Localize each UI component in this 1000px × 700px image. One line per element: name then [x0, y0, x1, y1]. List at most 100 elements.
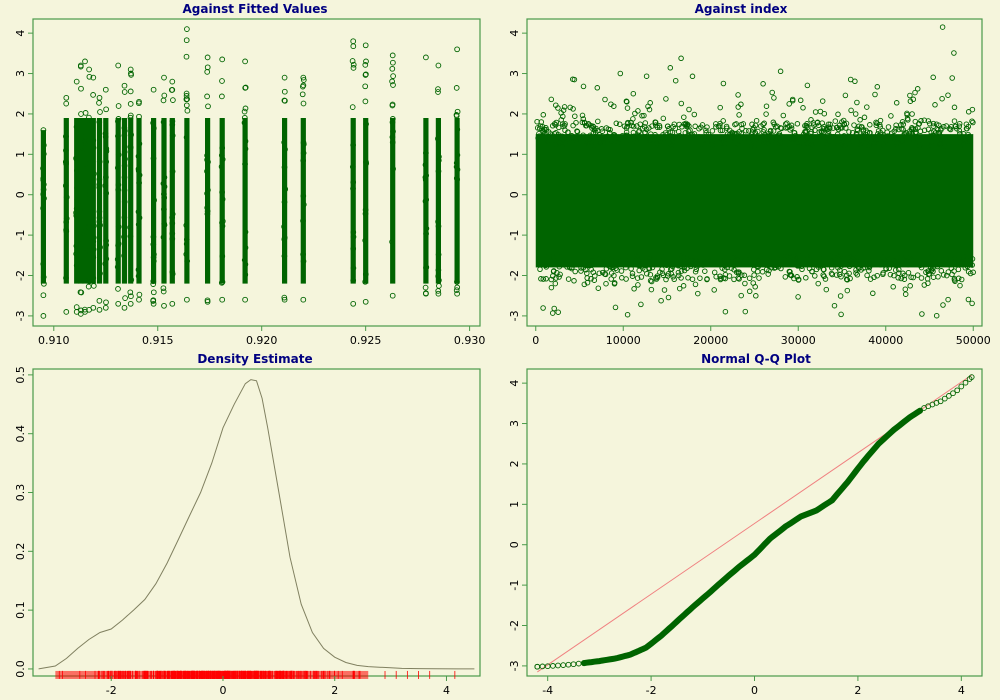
data-point [625, 257, 632, 263]
data-point [630, 90, 637, 97]
data-point [937, 133, 943, 139]
data-point [128, 70, 134, 77]
data-point [350, 277, 357, 284]
data-point [631, 286, 637, 292]
data-point [183, 37, 190, 44]
x-tick-label: 2 [331, 684, 338, 697]
data-point [639, 125, 646, 132]
data-point [647, 255, 654, 262]
data-point [681, 253, 687, 260]
data-point [90, 242, 96, 249]
data-point [653, 276, 660, 282]
data-point [127, 112, 134, 119]
point-column [86, 118, 92, 284]
data-point [127, 114, 134, 121]
data-point [837, 293, 844, 299]
data-point [643, 73, 650, 79]
data-point [628, 265, 634, 272]
data-point [63, 215, 70, 222]
data-point [689, 73, 696, 80]
data-point [634, 256, 641, 263]
data-point [893, 122, 899, 128]
data-point [914, 86, 921, 92]
data-point [169, 211, 176, 217]
index-x-axis: 0 10000 20000 30000 40000 50000 [532, 326, 991, 347]
data-point [102, 130, 109, 137]
data-point [803, 275, 809, 281]
data-point [930, 120, 937, 127]
data-point [389, 134, 396, 140]
data-point [678, 275, 684, 281]
data-point [880, 270, 886, 276]
data-point [960, 136, 967, 143]
data-point [557, 254, 564, 260]
data-point [940, 124, 947, 130]
data-point [580, 264, 587, 271]
data-point [752, 284, 758, 290]
data-point [150, 297, 157, 304]
data-point [772, 262, 779, 269]
data-point [899, 119, 906, 125]
data-point [350, 265, 357, 271]
data-point [900, 121, 907, 128]
data-point [545, 137, 551, 144]
data-point [300, 82, 307, 89]
data-point [611, 132, 618, 138]
data-point [646, 106, 653, 113]
data-point [554, 270, 560, 276]
index-panel: Against index 0 10000 20000 30000 40000 50000… [508, 2, 991, 347]
data-point [821, 273, 827, 280]
y-tick-label: 1 [508, 151, 521, 158]
qq-title: Normal Q-Q Plot [701, 352, 811, 366]
data-point [910, 136, 916, 142]
data-point [103, 237, 109, 244]
data-point [720, 118, 726, 124]
data-point [595, 285, 602, 291]
data-point [661, 287, 668, 293]
data-point [918, 275, 925, 281]
data-point [799, 266, 805, 273]
data-point [887, 271, 894, 278]
data-point [453, 164, 460, 170]
data-point [919, 311, 925, 317]
data-point [722, 271, 729, 278]
data-point [585, 139, 591, 146]
data-point [204, 190, 210, 197]
data-point [964, 253, 970, 259]
y-tick-label: 0.4 [14, 425, 27, 443]
data-point [660, 253, 666, 260]
data-point [667, 266, 674, 273]
data-point [300, 218, 306, 224]
x-tick-label: -2 [646, 684, 657, 697]
data-point [797, 97, 804, 104]
data-point [595, 118, 601, 125]
data-point [772, 264, 779, 271]
fitted-values-frame [32, 18, 481, 327]
data-point [115, 182, 122, 188]
data-point [844, 287, 851, 294]
data-point [219, 196, 226, 203]
data-point [63, 275, 69, 281]
data-point [861, 258, 868, 265]
data-point [709, 128, 716, 134]
data-point [612, 304, 619, 311]
data-point [877, 124, 883, 130]
data-point [218, 152, 225, 159]
data-point [859, 138, 866, 144]
data-point [127, 101, 134, 107]
data-point [103, 174, 109, 181]
data-point [907, 98, 914, 104]
data-point [91, 223, 97, 229]
data-point [943, 135, 949, 141]
data-point [905, 269, 912, 276]
data-point [218, 279, 225, 286]
data-point [659, 270, 666, 277]
data-point [587, 132, 593, 139]
y-tick-label: 0 [14, 191, 27, 198]
data-point [423, 196, 430, 203]
data-point [782, 274, 789, 280]
data-point [946, 125, 953, 132]
data-point [160, 288, 167, 295]
data-point [568, 265, 575, 272]
data-point [73, 78, 80, 85]
